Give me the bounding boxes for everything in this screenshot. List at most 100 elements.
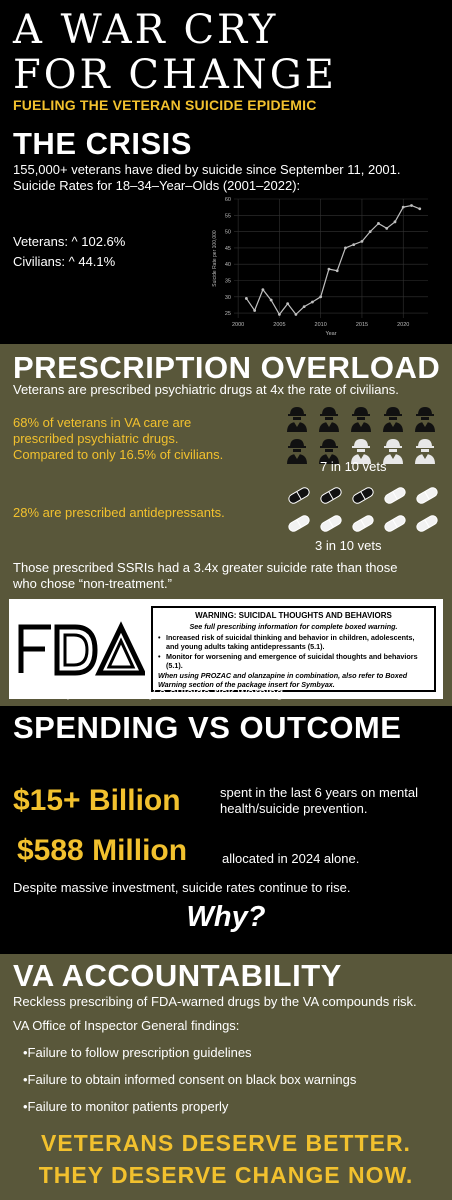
chart-y-tick-label: 55 xyxy=(225,213,231,219)
chart-x-tick-label: 2005 xyxy=(273,322,285,328)
subtitle: FUELING THE VETERAN SUICIDE EPIDEMIC xyxy=(13,97,317,113)
amount1-desc-line-1: spent in the last 6 years on mental xyxy=(220,785,419,800)
stat1-line-3: Compared to only 16.5% of civilians. xyxy=(13,447,224,462)
chart-data-point xyxy=(302,305,306,308)
ssri-line-1: Those prescribed SSRIs had a 3.4x greate… xyxy=(13,560,398,575)
chart-x-tick-label: 2010 xyxy=(315,322,327,328)
chart-data-point xyxy=(294,313,298,316)
veterans-stat: Veterans: ^ 102.6% xyxy=(13,234,126,249)
stat1-line-2: prescribed psychiatric drugs. xyxy=(13,431,179,446)
header: A WAR CRY FOR CHANGE FUELING THE VETERAN… xyxy=(0,0,452,122)
spending-heading: SPENDING VS OUTCOME xyxy=(13,710,402,745)
chart-x-tick-label: 2020 xyxy=(397,322,409,328)
soldier-icon-filled xyxy=(383,407,403,432)
chart-data-point xyxy=(410,204,413,207)
soldier-icon-filled xyxy=(319,439,339,464)
stat2: 28% are prescribed antidepressants. xyxy=(13,505,225,520)
crisis-section: THE CRISIS 155,000+ veterans have died b… xyxy=(0,122,452,344)
stat1-line-1: 68% of veterans in VA care are xyxy=(13,415,192,430)
chart-y-tick-label: 45 xyxy=(225,246,231,252)
spending-note: Despite massive investment, suicide rate… xyxy=(13,880,351,895)
prescription-section: PRESCRIPTION OVERLOAD Veterans are presc… xyxy=(0,344,452,706)
chart-data-point xyxy=(327,267,331,271)
boxed-warning: WARNING: SUICIDAL THOUGHTS AND BEHAVIORS… xyxy=(151,606,436,692)
pill-icon-empty xyxy=(384,515,406,532)
crisis-heading: THE CRISIS xyxy=(13,126,192,161)
chart-y-tick-label: 60 xyxy=(225,197,231,203)
chart-data-point xyxy=(344,246,347,250)
soldier-icon-empty xyxy=(415,439,435,464)
pill-icon-empty xyxy=(416,515,438,532)
risk-note: All antidepressants carry a suicide risk… xyxy=(13,685,287,700)
soldier-icon-empty xyxy=(383,439,403,464)
warning-item-2: Monitor for worsening and emergence of s… xyxy=(158,652,429,670)
accountability-line-1: Reckless prescribing of FDA-warned drugs… xyxy=(13,994,417,1009)
chart-data-point xyxy=(385,226,389,230)
prescription-intro: Veterans are prescribed psychiatric drug… xyxy=(13,382,399,397)
chart-data-point xyxy=(253,309,257,312)
suicide-rate-chart: 25 30 35 40 45 50 55 60 2000 2005 2010 2015 2020 Year… xyxy=(208,194,440,340)
chart-data-point xyxy=(401,205,405,209)
ssri-line-2: who chose “non-treatment.” xyxy=(13,576,172,591)
spending-section: SPENDING VS OUTCOME $15+ Billion spent i… xyxy=(0,706,452,954)
pill-icon-filled xyxy=(352,487,374,504)
soldier-icon-empty xyxy=(351,439,371,464)
chart-svg: 25 30 35 40 45 50 55 60 2000 2005 2010 2015 2020 Year… xyxy=(212,197,428,337)
fda-warning-panel: WARNING: SUICIDAL THOUGHTS AND BEHAVIORS… xyxy=(9,599,443,699)
chart-y-tick-label: 40 xyxy=(225,262,231,268)
warning-subtitle: See full prescribing information for com… xyxy=(189,622,398,631)
soldier-icon-filled xyxy=(287,407,307,432)
warning-title: WARNING: SUICIDAL THOUGHTS AND BEHAVIORS xyxy=(195,611,392,620)
chart-y-tick-label: 25 xyxy=(225,311,231,317)
soldier-icon-filled xyxy=(415,407,435,432)
amount1-desc-line-2: health/suicide prevention. xyxy=(220,801,368,816)
chart-x-tick-label: 2000 xyxy=(232,322,244,328)
chart-data-point xyxy=(352,243,356,247)
amount-588-million: $588 Million xyxy=(17,834,188,867)
pill-icon-empty xyxy=(384,487,406,504)
amount2-desc: allocated in 2024 alone. xyxy=(222,851,360,866)
chart-x-tick-label: 2015 xyxy=(356,322,368,328)
pill-icon-empty xyxy=(416,487,438,504)
civilians-stat: Civilians: ^ 44.1% xyxy=(13,254,116,269)
warning-item-1: Increased risk of suicidal thinking and … xyxy=(158,633,429,651)
chart-series-line xyxy=(245,204,420,316)
soldier-icon-filled xyxy=(351,407,371,432)
chart-data-point xyxy=(319,295,323,299)
crisis-line-1: 155,000+ veterans have died by suicide s… xyxy=(13,162,401,177)
chart-data-point xyxy=(377,222,380,225)
accountability-line-2: VA Office of Inspector General findings: xyxy=(13,1018,240,1033)
footer-line-2: THEY DESERVE CHANGE NOW. xyxy=(38,1162,414,1188)
chart-data-point xyxy=(360,239,364,243)
pill-icon-filled xyxy=(288,487,310,504)
pill-icon-empty xyxy=(288,515,310,532)
chart-data-point xyxy=(269,298,273,302)
accountability-section: VA ACCOUNTABILITY Reckless prescribing o… xyxy=(0,954,452,1200)
people-caption: 7 in 10 vets xyxy=(320,459,387,474)
accountability-heading: VA ACCOUNTABILITY xyxy=(13,958,342,993)
pill-icon-grid xyxy=(285,487,441,532)
pills-caption: 3 in 10 vets xyxy=(315,538,382,553)
title-line-2: FOR CHANGE xyxy=(13,52,337,98)
chart-data-point xyxy=(244,297,248,300)
prescription-heading: PRESCRIPTION OVERLOAD xyxy=(13,350,441,385)
chart-data-point xyxy=(311,300,314,304)
finding-3: •Failure to monitor patients properly xyxy=(23,1099,229,1114)
chart-y-tick-label: 30 xyxy=(225,295,231,301)
soldier-icon-filled xyxy=(319,407,339,432)
chart-data-point xyxy=(393,220,397,224)
warning-footnote: When using PROZAC and olanzapine in comb… xyxy=(158,671,408,689)
people-icon-grid xyxy=(283,404,439,464)
chart-data-point xyxy=(368,230,372,234)
pill-icon-filled xyxy=(320,487,342,504)
chart-data-point xyxy=(278,313,281,316)
finding-2: •Failure to obtain informed consent on b… xyxy=(23,1072,357,1087)
crisis-line-2: Suicide Rates for 18–34–Year–Olds (2001–… xyxy=(13,178,301,193)
chart-y-tick-label: 50 xyxy=(225,230,231,236)
footer-line-1: VETERANS DESERVE BETTER. xyxy=(41,1130,411,1156)
finding-1: •Failure to follow prescription guidelin… xyxy=(23,1045,252,1060)
chart-data-point xyxy=(261,288,265,292)
chart-data-point xyxy=(418,207,422,211)
pill-icon-empty xyxy=(352,515,374,532)
title-line-1: A WAR CRY xyxy=(13,7,279,53)
